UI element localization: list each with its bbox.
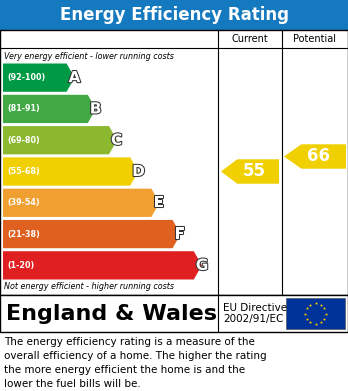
Text: Current: Current — [232, 34, 268, 44]
Text: (92-100): (92-100) — [7, 73, 45, 82]
Text: (81-91): (81-91) — [7, 104, 40, 113]
Bar — [286, 298, 345, 329]
Polygon shape — [3, 95, 96, 123]
Polygon shape — [3, 63, 74, 92]
Polygon shape — [3, 251, 202, 280]
Polygon shape — [3, 188, 159, 217]
Polygon shape — [3, 126, 117, 154]
Polygon shape — [221, 159, 279, 184]
Text: F: F — [175, 226, 185, 242]
Polygon shape — [3, 220, 181, 248]
Text: England & Wales: England & Wales — [6, 303, 217, 323]
Text: The energy efficiency rating is a measure of the
overall efficiency of a home. T: The energy efficiency rating is a measur… — [4, 337, 267, 389]
Bar — [0, 295, 348, 332]
Text: EU Directive
2002/91/EC: EU Directive 2002/91/EC — [223, 303, 287, 324]
Polygon shape — [284, 144, 346, 169]
Text: (55-68): (55-68) — [7, 167, 40, 176]
Text: (1-20): (1-20) — [7, 261, 34, 270]
Bar — [0, 0, 348, 30]
Text: D: D — [132, 164, 145, 179]
Text: 55: 55 — [243, 163, 266, 181]
Text: Very energy efficient - lower running costs: Very energy efficient - lower running co… — [4, 52, 174, 61]
Bar — [0, 30, 348, 295]
Text: G: G — [196, 258, 208, 273]
Text: (39-54): (39-54) — [7, 198, 40, 207]
Polygon shape — [3, 157, 138, 186]
Text: 66: 66 — [307, 147, 330, 165]
Text: (21-38): (21-38) — [7, 230, 40, 239]
Text: Potential: Potential — [293, 34, 337, 44]
Text: (69-80): (69-80) — [7, 136, 40, 145]
Text: A: A — [69, 70, 80, 85]
Text: Energy Efficiency Rating: Energy Efficiency Rating — [60, 6, 288, 24]
Text: Not energy efficient - higher running costs: Not energy efficient - higher running co… — [4, 282, 174, 291]
Text: C: C — [111, 133, 122, 148]
Text: B: B — [90, 101, 101, 117]
Text: E: E — [153, 195, 164, 210]
